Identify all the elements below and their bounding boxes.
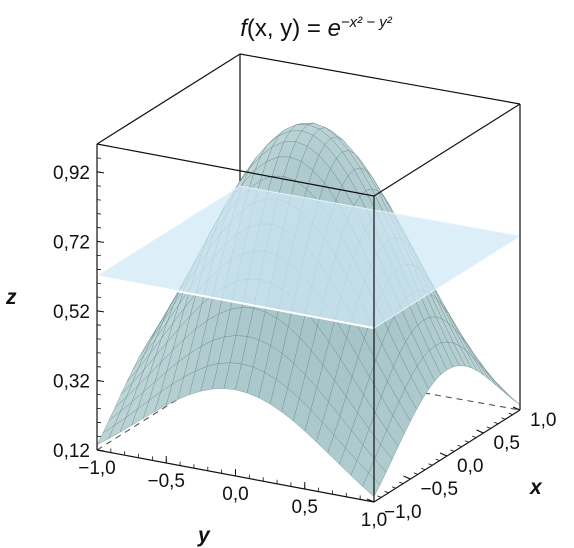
y-axis-label: y: [197, 524, 211, 547]
x-minor-tick: [406, 477, 411, 480]
x-minor-tick: [450, 449, 455, 452]
z-minor-tick: [96, 240, 102, 243]
z-minor-tick: [96, 449, 102, 451]
z-minor-tick: [96, 254, 102, 257]
x-minor-tick: [391, 486, 397, 489]
z-tick-label: 0,92: [53, 163, 90, 184]
x-tick-label: 0,0: [457, 456, 483, 477]
surface-patch: [483, 368, 502, 391]
x-minor-tick: [413, 472, 418, 475]
x-minor-tick: [472, 435, 477, 438]
horizontal-plane: [95, 185, 522, 330]
z-minor-tick: [96, 143, 102, 145]
z-tick-label: 0,72: [53, 232, 90, 253]
z-minor-tick: [96, 171, 102, 173]
x-minor-tick: [479, 431, 484, 434]
x-minor-tick: [457, 444, 462, 448]
z-minor-tick: [96, 157, 102, 159]
x-minor-tick: [420, 467, 426, 471]
x-axis-label: x: [529, 476, 543, 499]
z-tick-label: 0,12: [53, 441, 90, 462]
axis-ticks: 0,120,320,520,720,92−1,0−0,50,00,51,0−1,…: [53, 143, 556, 531]
box-edge: [239, 53, 521, 105]
z-minor-tick: [96, 380, 102, 382]
y-tick-label: 0,5: [292, 497, 318, 518]
z-minor-tick: [96, 366, 102, 368]
plane-surface: [95, 185, 522, 329]
x-tick-label: −0,5: [421, 479, 459, 500]
z-tick-label: 0,52: [53, 302, 90, 323]
box-edge: [96, 53, 241, 145]
y-tick-label: −1,0: [78, 458, 116, 479]
x-minor-tick: [435, 458, 440, 461]
x-minor-tick: [399, 481, 404, 484]
z-minor-tick: [96, 338, 102, 340]
z-minor-tick: [96, 296, 102, 298]
box-edge: [96, 143, 375, 197]
plane-front-edge: [96, 275, 375, 330]
z-minor-tick: [96, 213, 102, 215]
z-minor-tick: [96, 393, 102, 396]
x-minor-tick: [377, 495, 382, 498]
z-minor-tick: [96, 435, 102, 437]
x-tick-label: 1,0: [530, 410, 556, 431]
bounding-box-front: [96, 103, 521, 503]
x-minor-tick: [464, 440, 470, 443]
y-tick-label: 1,0: [361, 510, 387, 531]
x-tick-label: 0,5: [494, 433, 520, 454]
y-tick-label: 0,0: [222, 484, 248, 505]
z-axis-label: z: [5, 286, 17, 309]
box-edge: [373, 103, 521, 197]
z-minor-tick: [96, 352, 102, 354]
x-minor-tick: [486, 426, 491, 429]
z-minor-tick: [96, 407, 102, 410]
y-tick-label: −0,5: [147, 471, 185, 492]
z-minor-tick: [96, 310, 102, 312]
z-minor-tick: [96, 185, 102, 187]
x-minor-tick: [442, 454, 448, 457]
z-tick-label: 0,32: [53, 371, 90, 392]
x-minor-tick: [493, 421, 499, 425]
x-minor-tick: [384, 490, 389, 494]
z-minor-tick: [96, 324, 102, 326]
z-minor-tick: [96, 227, 102, 229]
z-minor-tick: [96, 421, 102, 424]
surface-patch: [477, 361, 496, 386]
chart-title: f(x, y) = e−x² − y²: [240, 14, 393, 42]
x-minor-tick: [515, 408, 521, 411]
z-minor-tick: [96, 282, 102, 284]
x-minor-tick: [501, 417, 506, 420]
x-minor-tick: [369, 500, 375, 503]
x-minor-tick: [428, 463, 433, 466]
surface-patch: [362, 472, 381, 498]
x-tick-label: −1,0: [384, 502, 422, 523]
x-minor-tick: [508, 412, 513, 415]
z-minor-tick: [96, 268, 102, 271]
z-minor-tick: [96, 199, 102, 201]
